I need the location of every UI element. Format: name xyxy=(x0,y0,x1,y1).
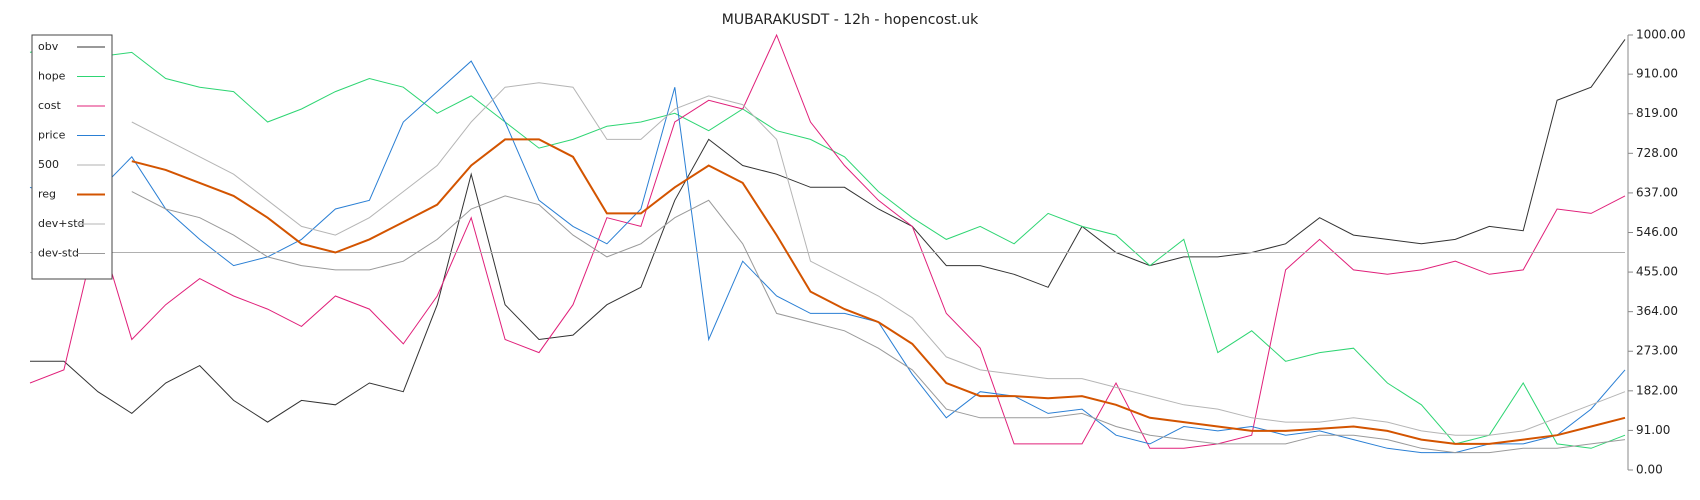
legend-label: dev+std xyxy=(38,217,85,230)
y-tick-label: 1000.00 xyxy=(1636,28,1686,42)
legend-label: obv xyxy=(38,40,59,53)
series-line xyxy=(29,60,1626,454)
y-tick-label: 364.00 xyxy=(1636,304,1678,318)
y-tick-label: 637.00 xyxy=(1636,185,1678,199)
legend-label: 500 xyxy=(38,158,59,171)
series-line xyxy=(131,82,1626,436)
series-line xyxy=(29,33,1626,449)
chart-title: MUBARAKUSDT - 12h - hopencost.uk xyxy=(722,12,979,28)
y-tick-label: 273.00 xyxy=(1636,344,1678,358)
series-line xyxy=(131,138,1626,445)
series-line xyxy=(131,191,1626,454)
legend-label: price xyxy=(38,129,66,142)
legend-label: dev-std xyxy=(38,247,79,260)
series-line xyxy=(30,39,1626,423)
legend-box xyxy=(31,34,113,280)
y-tick-label: 182.00 xyxy=(1636,383,1678,397)
legend-label: cost xyxy=(38,99,62,112)
series-line xyxy=(29,43,1626,449)
y-tick-label: 455.00 xyxy=(1636,265,1678,279)
legend-label: reg xyxy=(38,188,56,201)
y-tick-label: 728.00 xyxy=(1636,146,1678,160)
y-tick-label: 546.00 xyxy=(1636,225,1678,239)
legend-label: hope xyxy=(38,70,66,83)
legend: obv hope cost price 500 reg dev+std dev-std xyxy=(31,34,113,280)
y-tick-label: 0.00 xyxy=(1636,463,1663,477)
y-tick-label: 91.00 xyxy=(1636,423,1670,437)
y-tick-label: 819.00 xyxy=(1636,106,1678,120)
y-tick-label: 910.00 xyxy=(1636,67,1678,81)
